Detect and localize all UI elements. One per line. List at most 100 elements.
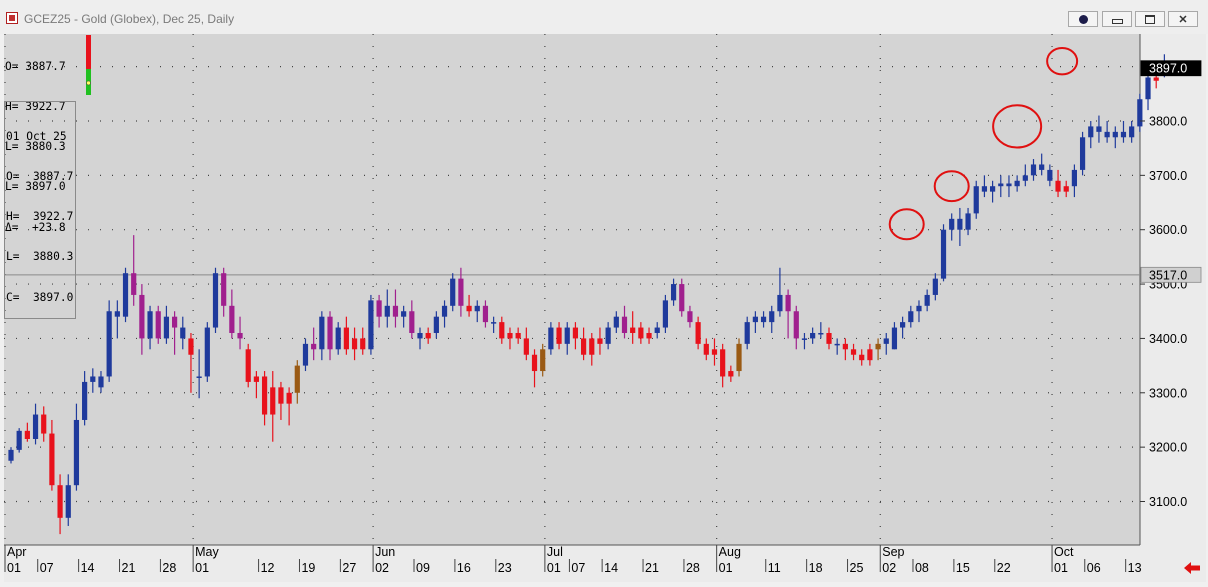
candle [760,311,767,328]
candle [523,327,529,361]
candle [221,267,227,317]
candle-body [491,322,497,324]
candle-body [646,332,652,339]
candle-body [204,327,210,377]
price-label-box [1140,266,1202,283]
time-tick-label: 01 [1054,561,1068,575]
readout-line: H= 3922.7 [5,100,66,114]
candle-body [736,343,742,372]
candle-body [613,316,619,328]
candle [507,327,513,350]
candle [409,300,415,339]
candle-body [752,316,758,323]
candle-body [384,305,390,317]
candle-body [106,311,112,377]
candle [932,273,938,301]
candle-body [760,316,767,323]
candle-body [891,327,898,350]
candle-body [270,387,276,415]
candle-body [417,332,423,339]
price-tick-labels: 3100.03200.03300.03400.03500.03600.03700… [1140,114,1187,509]
candle-body [98,376,104,388]
candle [924,289,930,312]
candle-body [998,183,1004,187]
candle-body [654,327,660,333]
candle [654,322,660,339]
candle [106,300,112,382]
annotation-circle [1046,46,1079,76]
candle-body [155,311,161,339]
candle-body [826,332,832,344]
candle [1088,120,1094,149]
time-tick-label: 23 [498,561,512,575]
candle-body [1055,180,1061,192]
candle [769,305,775,333]
candle [270,371,276,442]
candle [392,289,399,328]
record-button[interactable] [1068,11,1098,27]
candle [1120,120,1127,143]
candle [670,278,677,306]
chart-window: 3100.0 3200.0 3300.0 3400.0 3500.0 3600.0 3700… [0,34,1208,587]
candle-body [131,273,137,295]
candle-body [278,387,284,404]
candle-body [810,332,816,339]
candle [744,316,750,350]
candle [540,343,546,377]
candle [949,213,955,241]
candle [556,322,562,350]
candle-body [1063,186,1069,192]
candle-body [221,273,227,306]
price-chart[interactable]: 3100.03200.03300.03400.03500.03600.03700… [0,34,1208,582]
time-tick-label: 15 [956,561,970,575]
candle-body [49,433,55,486]
candle-body [499,322,505,339]
candle-body [482,305,489,323]
candle [621,305,628,339]
candle [810,327,816,344]
close-button[interactable]: ✕ [1168,11,1198,27]
candle [605,322,611,350]
candle [335,322,341,355]
candle [572,322,579,350]
time-tick-label: 11 [768,561,781,575]
candle-body [73,419,80,486]
candle-body [245,349,251,382]
minimize-button[interactable] [1102,11,1132,27]
candle [491,316,497,333]
candle-body [335,327,341,350]
candle-body [401,311,407,317]
candle-body [556,327,562,344]
title-bar: GCEZ25 - Gold (Globex), Dec 25, Daily ✕ [0,0,1208,34]
candle [73,403,80,491]
candle [433,311,439,339]
candle [425,327,431,344]
plot-area [4,34,1140,545]
ohlc-readout: O= 3887.7 H= 3922.7 L= 3880.3 L= 3897.0 … [5,33,66,248]
candle [998,175,1004,198]
candle-body [311,343,317,350]
candle-body [32,414,39,439]
candle-body [523,338,529,355]
candle [1047,164,1053,187]
candle [360,327,366,355]
time-axis-area [4,545,1206,582]
candle-body [981,186,988,192]
candle [376,294,382,328]
candle-body [777,294,783,312]
candle [965,207,971,236]
candle [859,349,865,366]
candle-body [769,311,775,323]
month-label: May [195,545,219,559]
candle [16,428,22,453]
price-tick-label: 3300.0 [1149,386,1187,400]
candle-body [351,338,358,350]
time-tick-label: 25 [850,561,864,575]
candle-body [1030,164,1037,176]
scroll-left-arrow-icon[interactable] [1183,561,1201,575]
candle [695,316,701,350]
restore-button[interactable] [1135,11,1165,27]
candle [1006,175,1012,198]
candle-body [1129,126,1135,138]
candle [32,403,39,445]
